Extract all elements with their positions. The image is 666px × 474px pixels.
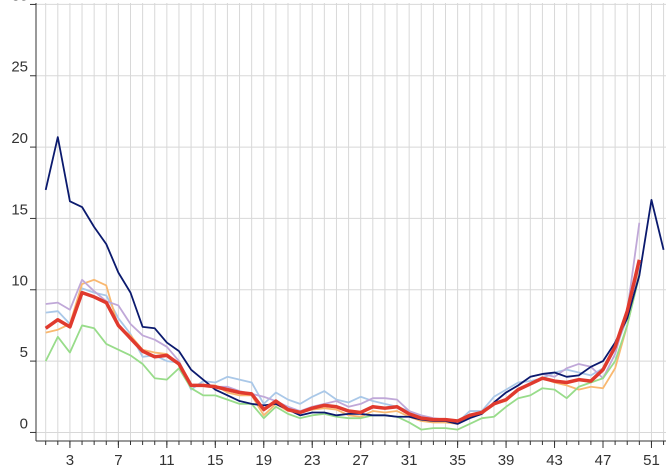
x-tick-label: 51: [643, 452, 660, 469]
y-tick-label: 0: [20, 415, 28, 432]
x-tick-label: 31: [401, 452, 418, 469]
x-tick-label: 47: [595, 452, 612, 469]
x-tick-label: 15: [207, 452, 224, 469]
y-tick-label: 10: [11, 273, 28, 290]
series-line: [44, 259, 642, 423]
series-line: [44, 275, 641, 431]
x-tick-label: 19: [255, 452, 272, 469]
x-tick-label: 43: [546, 452, 563, 469]
series-line: [44, 136, 665, 425]
x-tick-label: 3: [66, 452, 74, 469]
x-tick-label: 23: [304, 452, 321, 469]
x-tick-label: 35: [449, 452, 466, 469]
x-tick-label: 39: [498, 452, 515, 469]
x-tick-label: 11: [159, 452, 175, 469]
y-tick-label: 5: [20, 344, 28, 361]
y-tick-label: 25: [11, 59, 28, 76]
y-tick-label: 30: [11, 0, 28, 4]
x-tick-label: 27: [352, 452, 369, 469]
y-tick-label: 15: [11, 201, 28, 218]
y-tick-label: 20: [11, 130, 28, 147]
series-line: [45, 268, 641, 424]
x-tick-label: 7: [114, 452, 122, 469]
series-line: [45, 222, 641, 424]
